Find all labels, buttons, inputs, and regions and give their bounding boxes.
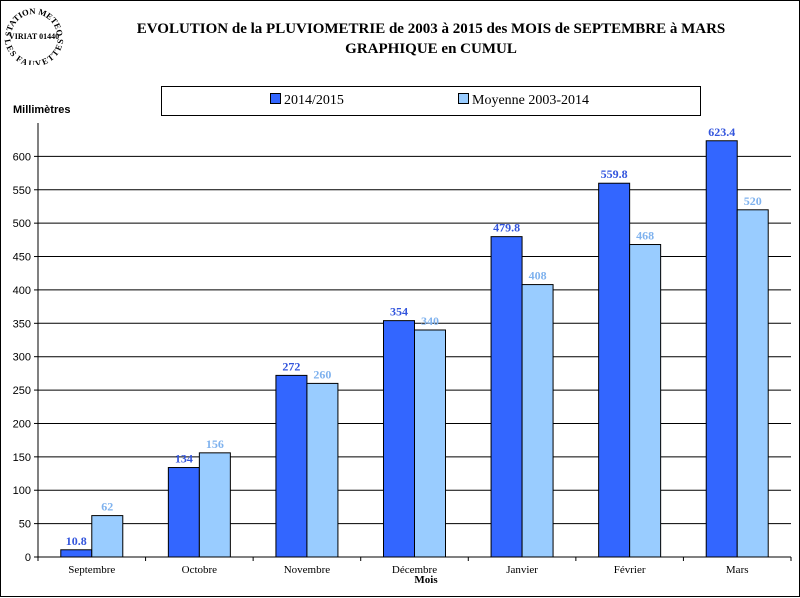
y-axis-label: Millimètres	[13, 104, 71, 116]
station-stamp-logo: STATION METEO VIRIAT 01440 LES FAUVETTES	[3, 6, 65, 65]
chart-title: EVOLUTION de la PLUVIOMETRIE de 2003 à 2…	[136, 21, 726, 37]
data-label-moyenne: 468	[636, 229, 654, 243]
bar-moyenne	[736, 209, 769, 558]
legend-swatch-2014-2015	[270, 93, 281, 104]
legend-item-2014-2015: 2014/2015	[270, 93, 344, 109]
data-label-moyenne: 340	[421, 314, 439, 328]
y-tick-label: 250	[13, 385, 31, 397]
y-tick-label: 0	[25, 552, 31, 564]
bar-moyenne	[198, 452, 231, 558]
bar-2014-2015	[167, 467, 200, 558]
data-label-2014-2015: 10.8	[66, 534, 87, 548]
x-tick-label: Octobre	[182, 564, 218, 576]
x-tick-label: Novembre	[284, 564, 331, 576]
data-label-2014-2015: 134	[175, 452, 193, 466]
data-label-2014-2015: 623.4	[708, 125, 735, 139]
y-tick-label: 50	[19, 519, 31, 531]
svg-text:VIRIAT 01440: VIRIAT 01440	[9, 32, 59, 41]
y-tick-label: 150	[13, 452, 31, 464]
bar-2014-2015	[705, 140, 738, 558]
x-tick-label: Mars	[726, 564, 749, 576]
x-tick-label: Janvier	[506, 564, 538, 576]
data-label-moyenne: 62	[101, 500, 113, 514]
y-tick-label: 500	[13, 218, 31, 230]
x-axis-label: Mois	[414, 574, 438, 586]
y-tick-label: 400	[13, 285, 31, 297]
bar-2014-2015	[598, 182, 631, 558]
y-tick-label: 200	[13, 418, 31, 430]
legend-swatch-moyenne	[458, 93, 469, 104]
data-label-2014-2015: 559.8	[601, 167, 628, 181]
bar-moyenne	[414, 329, 446, 558]
data-label-moyenne: 260	[313, 367, 331, 381]
bar-2014-2015	[60, 549, 93, 558]
x-tick-label: Février	[614, 564, 646, 576]
data-label-moyenne: 520	[744, 194, 762, 208]
chart-legend: 2014/2015 Moyenne 2003-2014	[161, 86, 701, 116]
legend-label-2014-2015: 2014/2015	[284, 93, 344, 108]
legend-label-moyenne: Moyenne 2003-2014	[472, 93, 590, 108]
y-tick-label: 600	[13, 151, 31, 163]
y-tick-label: 350	[13, 318, 31, 330]
data-label-2014-2015: 272	[282, 359, 300, 373]
y-tick-label: 300	[13, 352, 31, 364]
bar-moyenne	[521, 284, 554, 558]
legend-item-moyenne: Moyenne 2003-2014	[458, 93, 589, 109]
y-tick-label: 100	[13, 485, 31, 497]
data-label-moyenne: 156	[206, 437, 224, 451]
bar-2014-2015	[490, 236, 523, 558]
data-label-2014-2015: 354	[390, 305, 408, 319]
y-tick-label: 450	[13, 252, 31, 264]
bar-2014-2015	[275, 374, 308, 558]
data-label-2014-2015: 479.8	[493, 221, 520, 235]
y-tick-label: 550	[13, 185, 31, 197]
bar-moyenne	[306, 382, 339, 558]
data-label-moyenne: 408	[529, 269, 547, 283]
chart-subtitle: GRAPHIQUE en CUMUL	[345, 41, 517, 57]
bar-2014-2015	[383, 320, 415, 558]
bar-moyenne	[91, 515, 124, 558]
x-tick-label: Décembre	[392, 564, 437, 576]
x-tick-label: Septembre	[68, 564, 115, 576]
bar-moyenne	[629, 244, 662, 558]
